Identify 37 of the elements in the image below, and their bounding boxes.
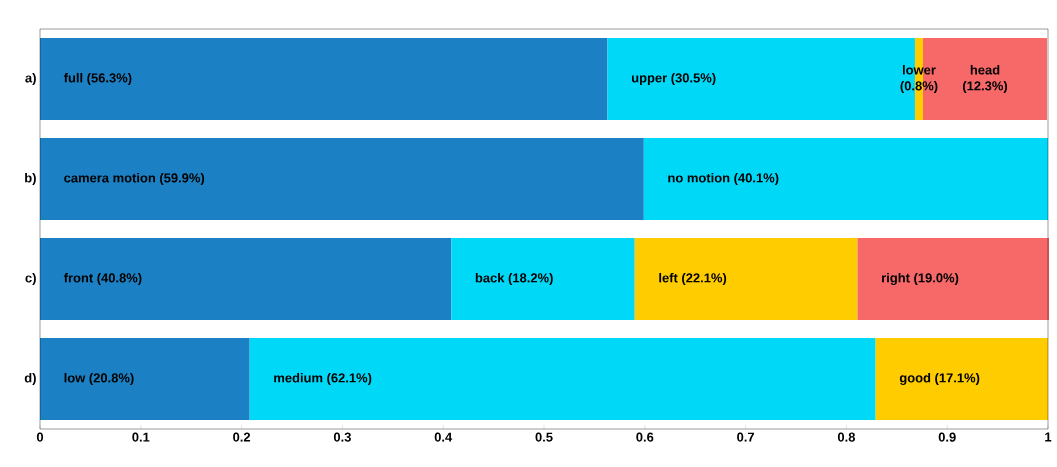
y-tick-label: d) xyxy=(24,372,36,386)
bar xyxy=(40,38,608,120)
y-tick-label: b) xyxy=(25,172,36,186)
data-label: low (20.8%) xyxy=(64,372,134,386)
bar xyxy=(40,238,452,320)
bar xyxy=(40,138,644,220)
x-tick-label: 0.1 xyxy=(132,432,150,442)
data-label: full (56.3%) xyxy=(63,72,132,86)
x-tick-label: 0.5 xyxy=(535,432,553,442)
bar xyxy=(875,338,1049,420)
bar xyxy=(40,338,250,420)
x-tick-label: 0.4 xyxy=(434,432,453,442)
data-label: upper (30.5%) xyxy=(631,72,716,86)
bar xyxy=(634,238,858,320)
x-tick-label: 0.2 xyxy=(233,432,251,442)
bar xyxy=(249,338,876,420)
x-tick-label: 0.9 xyxy=(938,432,956,442)
bar xyxy=(643,138,1049,220)
x-tick-label: 0 xyxy=(36,432,44,442)
x-tick-label: 1 xyxy=(1045,432,1052,442)
data-label: front (40.8%) xyxy=(63,272,142,286)
x-tick-label: 0.7 xyxy=(737,432,755,442)
y-tick-label: a) xyxy=(25,72,36,86)
data-label: left (22.1%) xyxy=(659,272,727,286)
bar xyxy=(857,238,1050,320)
bar xyxy=(451,238,635,320)
x-tick-label: 0.8 xyxy=(837,432,856,442)
data-label: right (19.0%) xyxy=(882,272,959,286)
data-label: medium (62.1%) xyxy=(274,372,372,386)
data-label: camera motion (59.9%) xyxy=(64,172,205,186)
y-tick-label: c) xyxy=(25,272,36,286)
data-label: back (18.2%) xyxy=(475,272,553,286)
x-tick-label: 0.3 xyxy=(333,432,351,442)
data-label: good (17.1%) xyxy=(899,372,980,386)
data-label: head (12.3%) xyxy=(962,64,1008,94)
data-label: no motion (40.1%) xyxy=(668,172,779,186)
x-tick-label: 0.6 xyxy=(636,432,654,442)
